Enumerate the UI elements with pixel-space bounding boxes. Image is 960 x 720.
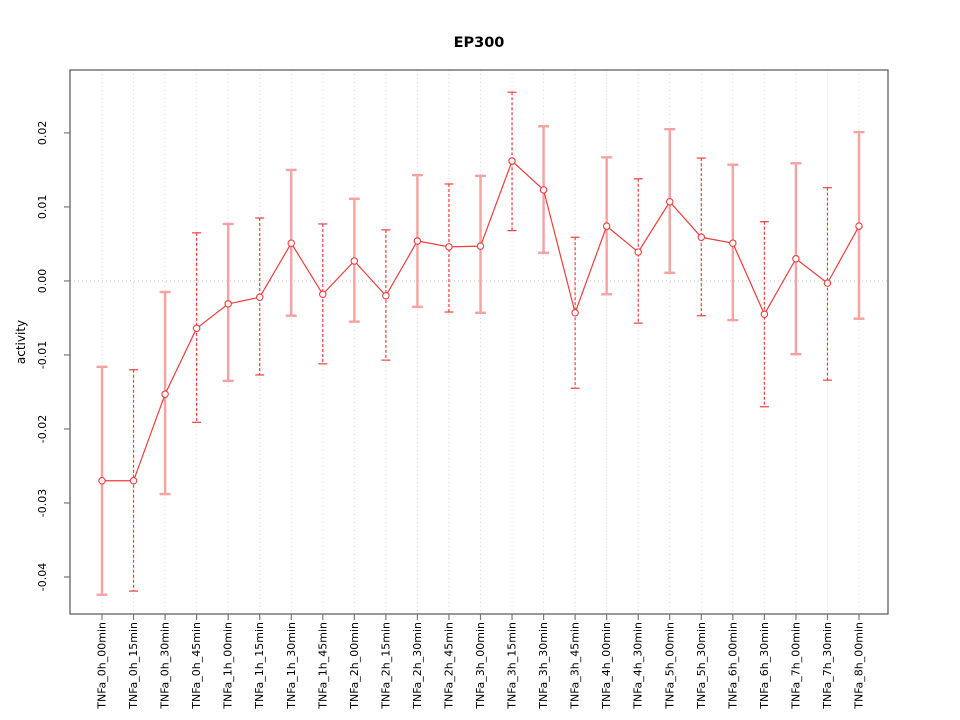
x-tick-label: TNFa_4h_30min [632,622,645,710]
data-point-marker [539,186,548,194]
data-point-marker [634,248,642,256]
data-point-marker [98,477,106,485]
data-point-marker [319,290,327,299]
data-point-marker [508,157,516,165]
x-tick-label: TNFa_8h_00min [853,622,866,710]
plot-border [69,69,889,615]
x-tick-label: TNFa_6h_00min [726,622,739,710]
x-tick-label: TNFa_1h_15min [253,622,266,710]
y-tick-label: -0.04 [36,563,49,591]
x-tick-label: TNFa_0h_15min [127,622,140,710]
data-point-marker [823,279,832,287]
x-tick-label: TNFa_1h_45min [316,622,329,710]
x-tick-label: TNFa_3h_15min [506,622,519,710]
plot-box [69,69,889,615]
y-tick-label: -0.03 [36,489,49,517]
data-point-marker [161,390,169,398]
data-point-marker [413,237,422,245]
y-tick-label: -0.02 [36,415,49,443]
data-point-marker [287,239,295,247]
x-tick-label: TNFa_7h_00min [789,622,802,710]
data-point-marker [350,257,359,265]
data-point-marker [697,233,706,242]
x-tick-label: TNFa_3h_00min [474,622,487,710]
x-tick-label: TNFa_0h_00min [96,622,109,710]
y-tick-label: 0.01 [36,195,49,220]
x-tick-label: TNFa_5h_30min [695,622,708,710]
data-point-marker [192,324,201,333]
x-tick-label: TNFa_2h_45min [442,622,455,710]
y-axis-label: activity [14,320,28,364]
y-tick-label: 0.02 [36,121,49,146]
x-tick-label: TNFa_0h_30min [159,622,172,710]
y-tick-label: -0.01 [36,341,49,369]
data-point-marker [382,291,390,300]
x-tick-label: TNFa_2h_30min [411,622,424,710]
data-point-marker [476,242,485,250]
gridlines [101,70,860,614]
data-point-marker [729,239,737,247]
axis-ticks [64,132,860,620]
x-tick-label: TNFa_1h_00min [222,622,235,710]
x-tick-label: TNFa_4h_00min [600,622,613,710]
x-tick-label: TNFa_5h_00min [663,622,676,710]
data-point-markers [98,157,863,485]
data-point-marker [571,309,579,317]
y-tick-labels: 0.02 0.01 0.00 -0.01 -0.02 -0.03 -0.04 [36,121,49,592]
x-tick-labels: TNFa_0h_00min TNFa_0h_15min TNFa_0h_30min T… [96,622,866,710]
x-tick-label: TNFa_3h_45min [569,622,582,710]
x-tick-label: TNFa_2h_15min [379,622,392,710]
data-point-marker [445,243,453,251]
x-tick-label: TNFa_7h_30min [821,622,834,710]
data-point-marker [255,293,264,301]
chart-title: EP300 [454,35,505,51]
data-point-marker [792,254,800,263]
x-tick-label: TNFa_1h_30min [285,622,298,710]
y-tick-label: 0.00 [36,269,49,294]
error-bars [96,91,865,596]
data-point-marker [224,300,232,308]
x-tick-label: TNFa_3h_30min [537,622,550,710]
x-tick-label: TNFa_6h_30min [758,622,771,710]
x-tick-label: TNFa_0h_45min [190,622,203,710]
data-point-marker [602,222,611,230]
data-point-marker [855,222,863,230]
x-tick-label: TNFa_2h_00min [348,622,361,710]
data-point-marker [665,197,674,206]
data-point-marker [760,310,769,318]
data-point-marker [129,477,138,485]
